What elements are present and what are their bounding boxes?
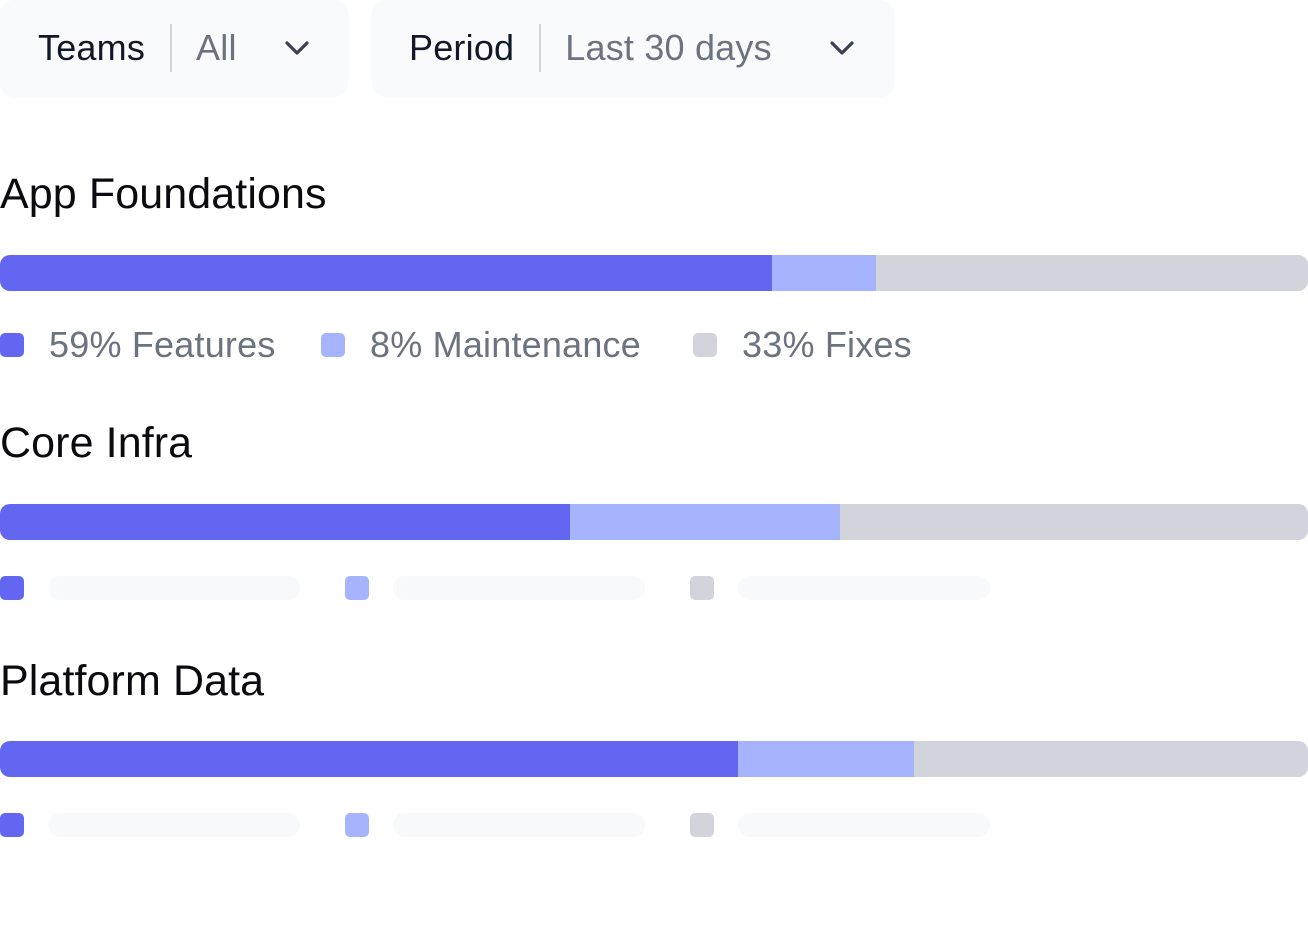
breakdown-legend: 59% Features 8% Maintenance 33% Fixes xyxy=(0,324,1308,365)
maintenance-segment xyxy=(771,255,877,291)
legend-item-features: 59% Features xyxy=(0,324,276,365)
chevron-down-icon[interactable] xyxy=(829,36,855,60)
legend-label-features: 59% Features xyxy=(49,324,276,365)
skeleton-placeholder xyxy=(48,576,300,600)
period-filter-dropdown[interactable]: Period Last 30 days xyxy=(372,0,894,96)
chevron-down-icon[interactable] xyxy=(284,36,310,60)
legend-item-maintenance: 8% Maintenance xyxy=(321,324,641,365)
maintenance-segment xyxy=(570,504,840,540)
fixes-segment xyxy=(914,741,1308,777)
filter-divider xyxy=(539,24,542,72)
features-segment xyxy=(0,504,571,540)
skeleton-placeholder xyxy=(48,813,300,837)
work-breakdown-bar xyxy=(0,504,1308,540)
skeleton-placeholder xyxy=(393,576,645,600)
team-title: Core Infra xyxy=(0,419,193,467)
legend-item-fixes: 33% Fixes xyxy=(693,324,912,365)
skeleton-placeholder xyxy=(738,576,990,600)
period-filter-label: Period xyxy=(409,27,515,68)
maintenance-swatch xyxy=(345,576,369,600)
legend-label-fixes: 33% Fixes xyxy=(742,324,912,365)
legend-item-fixes xyxy=(690,805,990,845)
legend-item-maintenance xyxy=(345,805,645,845)
skeleton-placeholder xyxy=(738,813,990,837)
legend-label-maintenance: 8% Maintenance xyxy=(370,324,641,365)
work-breakdown-bar xyxy=(0,255,1308,291)
teams-filter-dropdown[interactable]: Teams All xyxy=(0,0,348,96)
maintenance-swatch xyxy=(321,333,345,357)
maintenance-segment xyxy=(737,741,915,777)
legend-item-maintenance xyxy=(345,568,645,608)
breakdown-legend-loading xyxy=(0,568,1308,608)
fixes-swatch xyxy=(693,333,717,357)
breakdown-legend-loading xyxy=(0,805,1308,845)
legend-item-fixes xyxy=(690,568,990,608)
features-swatch xyxy=(0,333,24,357)
fixes-swatch xyxy=(690,813,714,837)
team-title: Platform Data xyxy=(0,657,265,705)
filter-divider xyxy=(170,24,173,72)
teams-filter-value: All xyxy=(196,27,237,68)
fixes-swatch xyxy=(690,576,714,600)
maintenance-swatch xyxy=(345,813,369,837)
team-title: App Foundations xyxy=(0,170,327,218)
skeleton-placeholder xyxy=(393,813,645,837)
features-segment xyxy=(0,741,738,777)
fixes-segment xyxy=(839,504,1308,540)
features-swatch xyxy=(0,813,24,837)
legend-item-features xyxy=(0,568,300,608)
period-filter-value: Last 30 days xyxy=(565,27,772,68)
teams-filter-label: Teams xyxy=(38,27,146,68)
work-breakdown-bar xyxy=(0,741,1308,777)
features-swatch xyxy=(0,576,24,600)
features-segment xyxy=(0,255,772,291)
fixes-segment xyxy=(876,255,1308,291)
legend-item-features xyxy=(0,805,300,845)
